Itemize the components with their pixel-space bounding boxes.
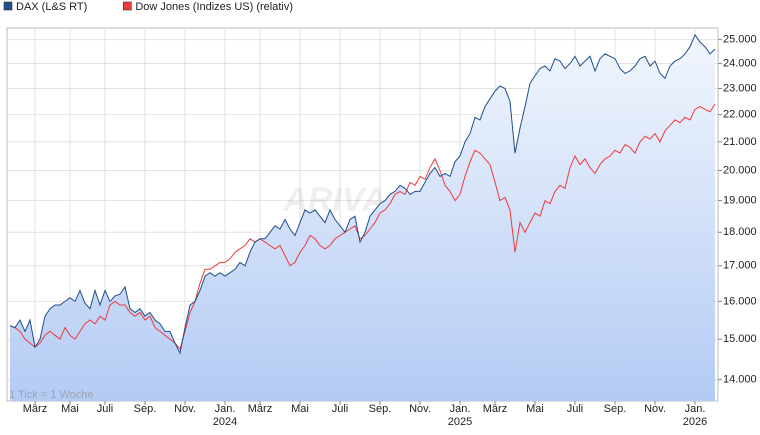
x-tick-label: Sep.	[603, 403, 627, 415]
x-tick-label: Sep.	[133, 403, 157, 415]
y-tick-label: 18.000	[723, 226, 757, 238]
x-tick-label: Jan. 2026	[682, 403, 708, 428]
x-tick-label: Nov.	[409, 403, 431, 415]
x-tick-label: Mai	[61, 403, 79, 415]
x-tick-label: Mai	[526, 403, 544, 415]
x-tick-label: März	[22, 403, 48, 415]
legend-label: Dow Jones (Indizes US) (relativ)	[135, 1, 293, 13]
watermark: ARIVA	[282, 181, 386, 219]
x-tick-label: Mai	[291, 403, 309, 415]
y-tick-label: 22.000	[723, 108, 757, 120]
y-tick-label: 14.000	[723, 374, 757, 386]
x-tick-label: Jan. 2024	[212, 403, 238, 428]
x-tick-label: Juli	[96, 403, 114, 415]
y-tick-label: 19.000	[723, 194, 757, 206]
y-tick-label: 23.000	[723, 82, 757, 94]
legend-swatch	[123, 1, 132, 11]
y-tick-label: 21.000	[723, 136, 757, 148]
x-tick-label: Jan. 2025	[447, 403, 473, 428]
annotation: 1 Tick = 1 Woche	[9, 389, 93, 401]
x-tick-label: Nov.	[644, 403, 666, 415]
x-tick-label: Juli	[331, 403, 349, 415]
legend-swatch	[3, 1, 13, 11]
y-tick-label: 20.000	[723, 164, 757, 176]
series-area	[10, 34, 715, 402]
series-line	[9, 33, 716, 355]
x-tick-label: März	[247, 403, 273, 415]
y-tick-label: 17.000	[723, 260, 757, 272]
y-tick-label: 25.000	[723, 34, 757, 46]
x-tick-label: Juli	[566, 403, 584, 415]
legend-label: DAX (L&S RT)	[16, 1, 87, 13]
y-tick-label: 15.000	[723, 333, 757, 345]
x-tick-label: März	[482, 403, 508, 415]
x-tick-label: Sep.	[368, 403, 392, 415]
y-tick-label: 16.000	[723, 295, 757, 307]
y-tick-label: 24.000	[723, 57, 757, 69]
x-tick-label: Nov.	[174, 403, 196, 415]
